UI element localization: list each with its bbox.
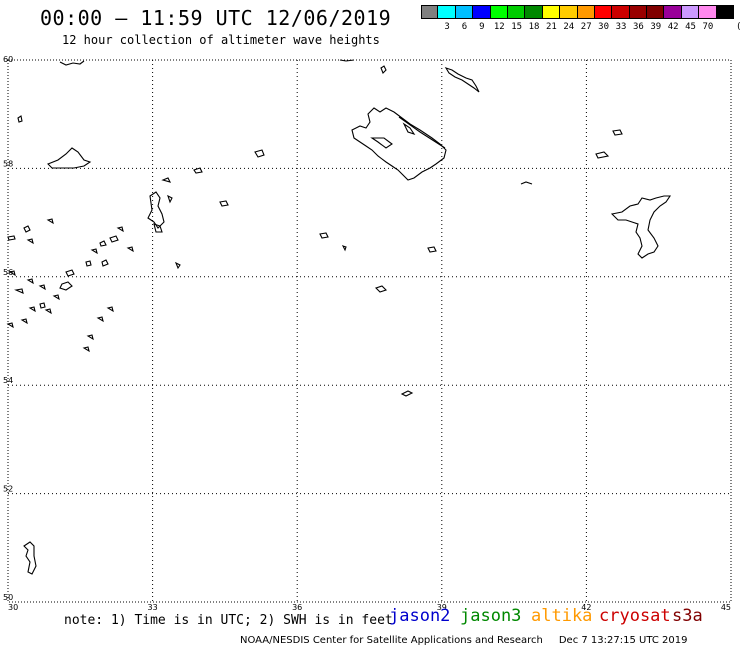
legend-swatch: [647, 5, 665, 19]
legend-swatch: [490, 5, 508, 19]
legend-swatch: [577, 5, 595, 19]
satellite-label-jason2: jason2: [389, 606, 451, 626]
chart-title: 00:00 – 11:59 UTC 12/06/2019: [40, 6, 392, 30]
lon-tick-label: 45: [721, 603, 731, 612]
satellite-label-s3a: s3a: [672, 606, 703, 626]
legend-swatch: [507, 5, 526, 19]
legend-label: 21: [546, 22, 557, 32]
legend-label: 6: [461, 22, 468, 32]
lat-tick-label: 50: [3, 593, 13, 602]
map-frame: [7, 59, 732, 603]
coastlines: [6, 59, 672, 575]
lon-tick-label: 36: [292, 603, 302, 612]
axis-tick-labels: 30 33 36 39 42 45 60 58 56 54 52 50: [3, 55, 731, 612]
legend-label: 3: [444, 22, 450, 32]
legend-label: 12: [493, 22, 505, 32]
legend-swatch: [612, 5, 630, 19]
legend-swatch: [542, 5, 561, 19]
legend-label: 9: [479, 22, 485, 32]
lon-tick-label: 33: [148, 603, 158, 612]
lon-tick-label: 42: [581, 603, 591, 612]
legend-swatch: [594, 5, 613, 19]
units-note: note: 1) Time is in UTC; 2) SWH is in fe…: [64, 613, 393, 628]
legend-swatch: [699, 5, 717, 19]
legend-label: 27: [580, 22, 592, 32]
lat-tick-label: 56: [3, 268, 13, 277]
legend-label: 70: [702, 22, 714, 32]
legend-swatch: [455, 5, 474, 19]
lat-tick-label: 60: [3, 55, 13, 64]
legend-label: 24: [563, 22, 575, 32]
legend-label: 33: [615, 22, 627, 32]
legend-unit: (ft): [736, 22, 740, 32]
satellite-label-cryosat: cryosat: [599, 606, 671, 626]
legend-label: 42: [667, 22, 679, 32]
lat-tick-label: 52: [3, 485, 13, 494]
satellite-label-jason3: jason3: [460, 606, 522, 626]
lon-tick-label: 39: [437, 603, 447, 612]
lon-tick-label: 30: [8, 603, 18, 612]
map-gridlines: [8, 60, 731, 602]
footer-organization: NOAA/NESDIS Center for Satellite Applica…: [240, 635, 543, 646]
legend-label: 30: [598, 22, 610, 32]
color-legend: [421, 5, 735, 19]
legend-label: 15: [511, 22, 523, 32]
legend-swatch: [560, 5, 578, 19]
legend-swatch: [716, 5, 735, 19]
legend-swatch: [681, 5, 700, 19]
legend-swatch: [664, 5, 682, 19]
legend-label: 45: [685, 22, 696, 32]
footer-timestamp: Dec 7 13:27:15 UTC 2019: [558, 635, 688, 646]
legend-swatch: [525, 5, 543, 19]
legend-swatch: [629, 5, 648, 19]
satellite-label-altika: altika: [531, 606, 593, 626]
legend-swatch: [438, 5, 456, 19]
legend-label: 39: [650, 22, 662, 32]
chart-subtitle: 12 hour collection of altimeter wave hei…: [62, 33, 380, 47]
footer-credit: NOAA/NESDIS Center for Satellite Applica…: [240, 635, 687, 646]
legend-label: 36: [632, 22, 644, 32]
lat-tick-label: 58: [3, 159, 13, 168]
legend-label: 18: [528, 22, 540, 32]
legend-swatch: [421, 5, 439, 19]
legend-swatch: [473, 5, 491, 19]
lat-tick-label: 54: [3, 376, 13, 385]
